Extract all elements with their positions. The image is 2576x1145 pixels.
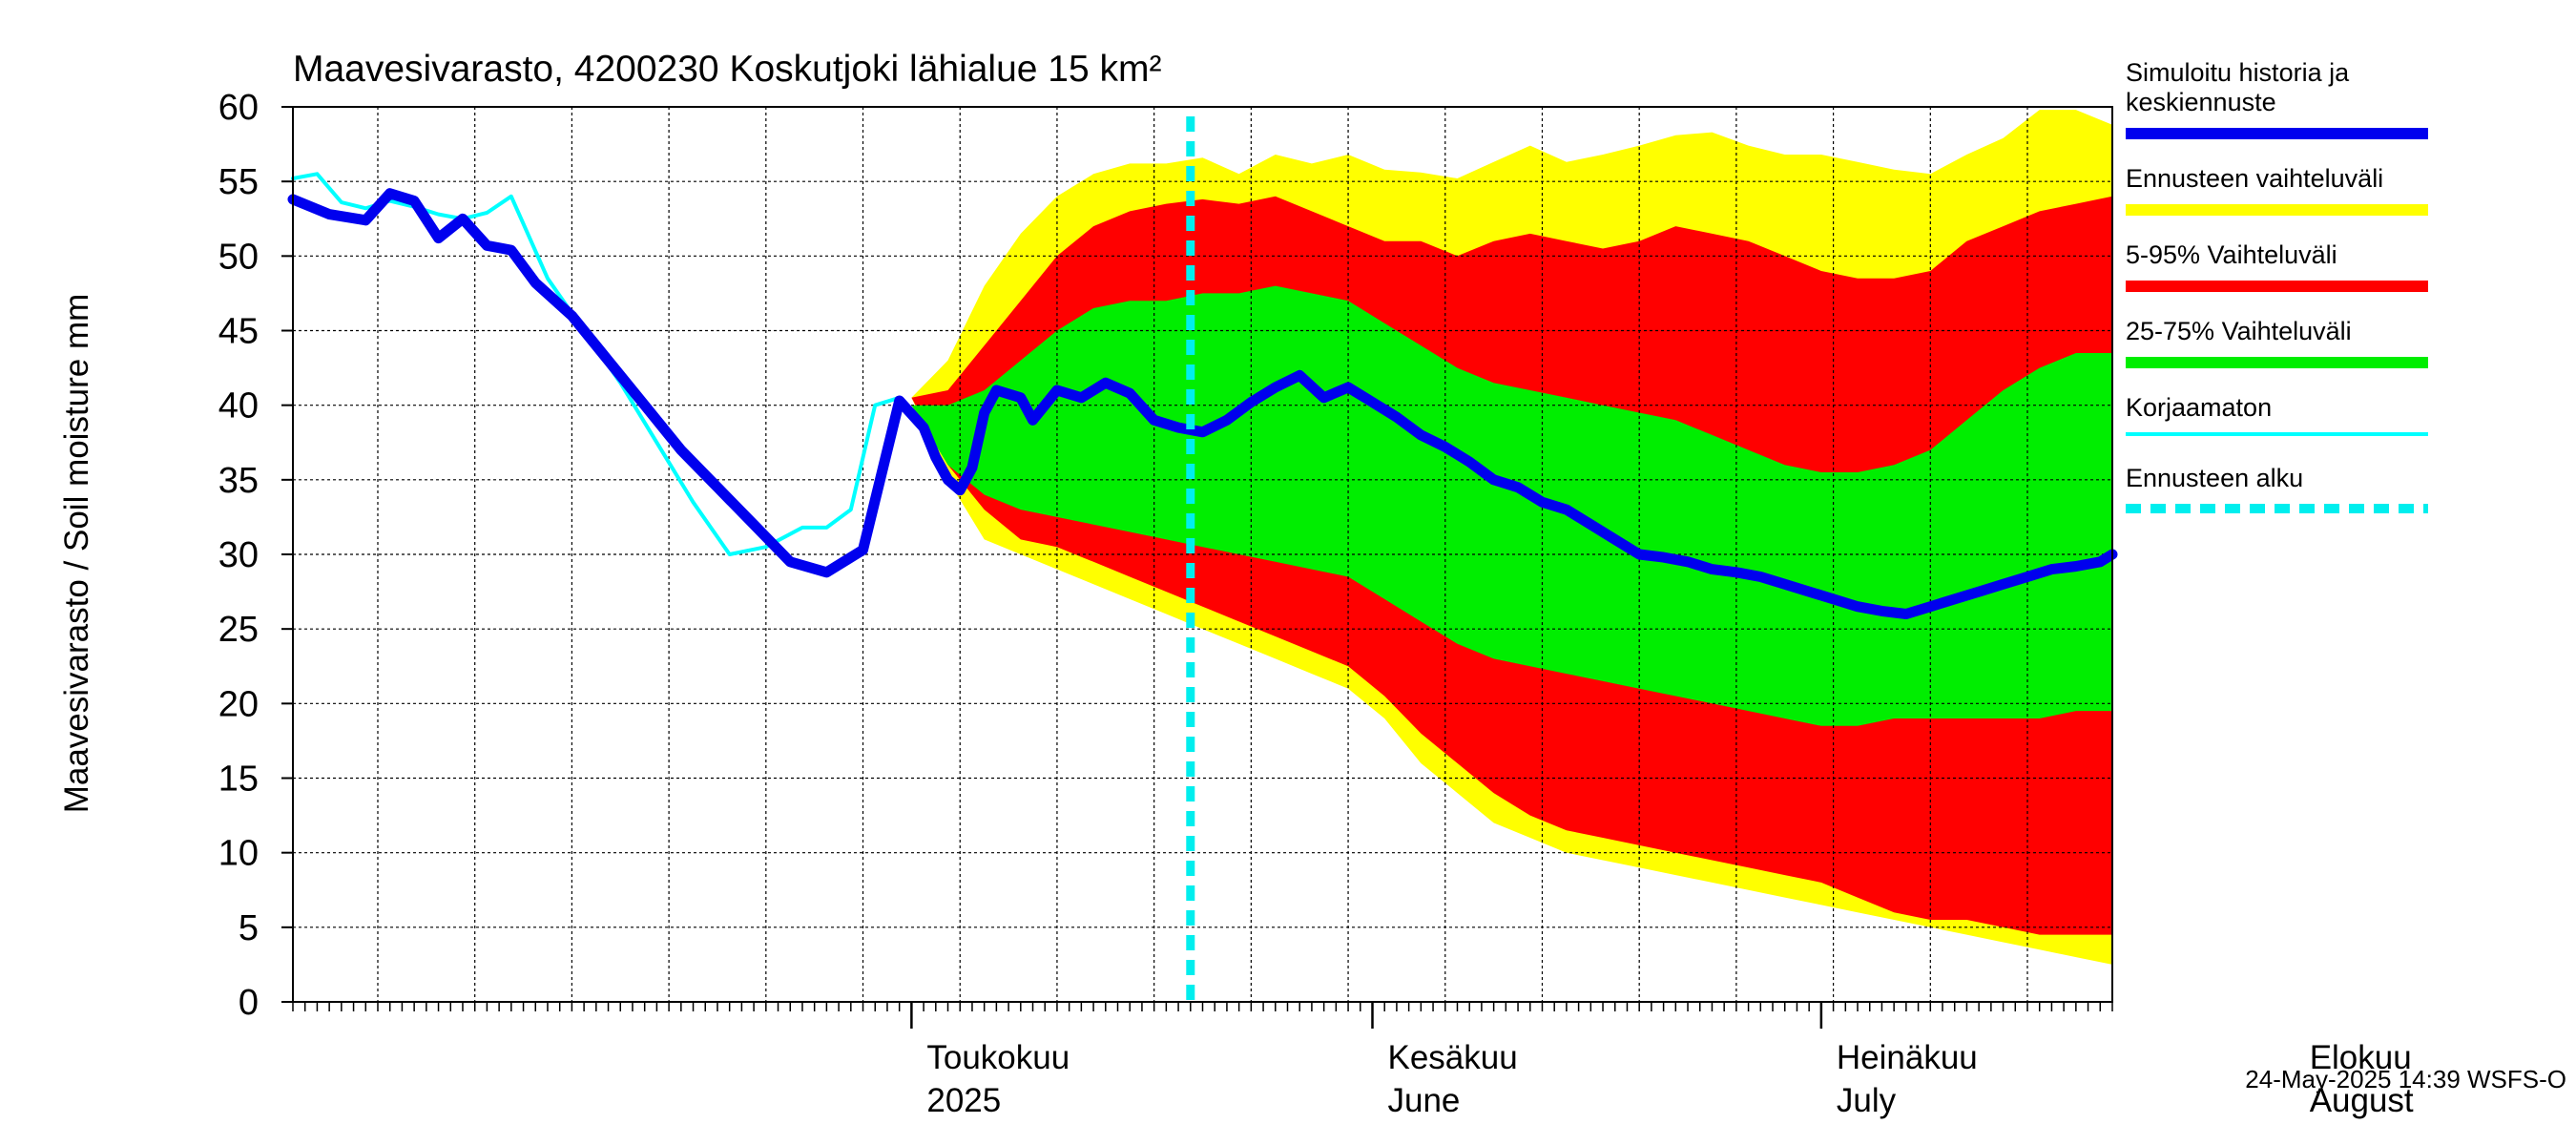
chart-title: Maavesivarasto, 4200230 Koskutjoki lähia… <box>293 49 1162 90</box>
y-tick-label: 5 <box>239 908 259 948</box>
p25-75-band <box>911 285 2112 726</box>
month-label: Toukokuu <box>926 1039 1070 1076</box>
month-sublabel: July <box>1837 1082 1897 1119</box>
month-sublabel: June <box>1387 1082 1460 1119</box>
legend-label: Ennusteen alku <box>2126 464 2303 492</box>
series-lines <box>287 116 2118 1002</box>
history-mean-line <box>287 188 2118 619</box>
month-label: Kesäkuu <box>1387 1039 1517 1076</box>
y-tick-label: 0 <box>239 983 259 1023</box>
grid-lines <box>293 107 2112 1002</box>
uncorrected-line <box>291 172 902 556</box>
y-tick-label: 40 <box>218 386 259 427</box>
y-tick-label: 20 <box>218 684 259 724</box>
y-tick-label: 55 <box>218 162 259 202</box>
x-ticks <box>292 1002 2113 1029</box>
month-sublabel: August <box>2310 1082 2414 1119</box>
y-tick-label: 25 <box>218 610 259 650</box>
y-axis-label: Maavesivarasto / Soil moisture mm <box>58 294 95 814</box>
legend-label: 5-95% Vaihteluväli <box>2126 240 2337 269</box>
y-tick-label: 45 <box>218 312 259 352</box>
month-label: Elokuu <box>2310 1039 2412 1076</box>
legend-label: Simuloitu historia ja keskiennuste <box>2126 58 2350 116</box>
timestamp: 24-May-2025 14:39 WSFS-O <box>2245 1065 2566 1093</box>
legend-label: 25-75% Vaihteluväli <box>2126 317 2352 345</box>
y-tick-label: 60 <box>218 88 259 128</box>
y-axis-ticks: 0 5 10 15 20 25 30 35 40 45 50 55 60 <box>218 88 293 1023</box>
legend-label: Ennusteen vaihteluväli <box>2126 164 2383 193</box>
legend-label: Korjaamaton <box>2126 393 2272 422</box>
legend: Simuloitu historia ja keskiennuste Ennuste… <box>2126 58 2428 513</box>
month-labels: Toukokuu 2025 Kesäkuu June Heinäkuu July Eloku… <box>926 1039 2414 1119</box>
month-label: Heinäkuu <box>1837 1039 1978 1076</box>
y-tick-label: 15 <box>218 760 259 800</box>
month-sublabel: 2025 <box>926 1082 1001 1119</box>
y-tick-label: 50 <box>218 237 259 277</box>
y-tick-label: 10 <box>218 834 259 874</box>
y-tick-label: 30 <box>218 535 259 575</box>
forecast-bands <box>911 110 2112 965</box>
y-tick-label: 35 <box>218 461 259 501</box>
